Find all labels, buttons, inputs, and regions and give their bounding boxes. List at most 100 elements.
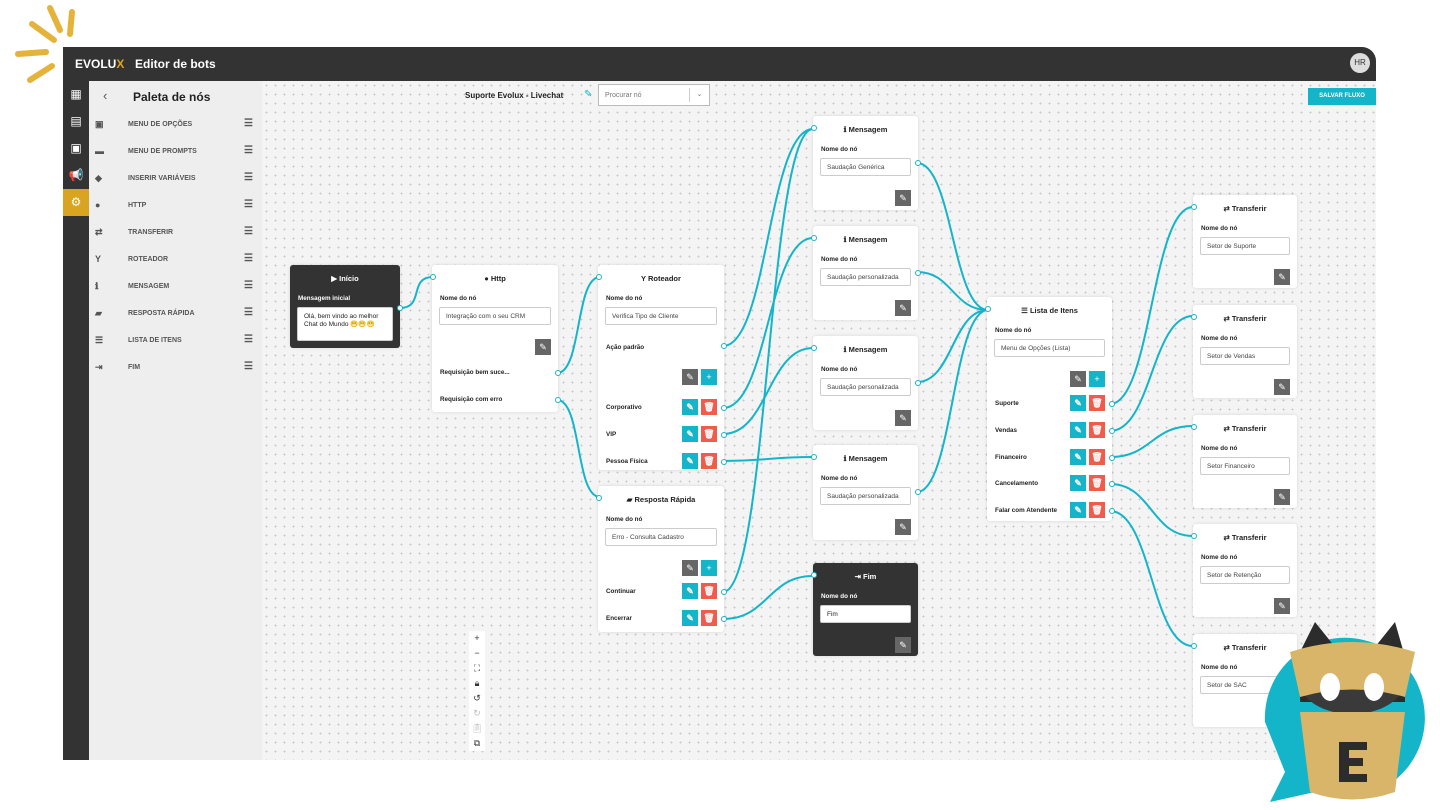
edit-button[interactable]: ✎	[682, 560, 698, 576]
drag-handle-icon[interactable]: ☰	[244, 334, 253, 345]
contacts-icon[interactable]: ▣	[70, 141, 82, 155]
edit-button[interactable]: ✎	[1070, 371, 1086, 387]
delete-option-button[interactable]: 🗑︎	[1089, 421, 1105, 438]
edit-option-button[interactable]: ✎	[1070, 502, 1086, 519]
drag-handle-icon[interactable]: ☰	[244, 226, 253, 237]
connection-port[interactable]	[721, 458, 727, 465]
node-name-input[interactable]: Saudação Genérica	[820, 158, 911, 176]
lock-icon[interactable]: 🔒︎	[474, 678, 480, 688]
node-name-input[interactable]: Setor de Retenção	[1200, 566, 1290, 584]
node-name-input[interactable]: Setor Financeiro	[1200, 457, 1290, 475]
connection-port[interactable]	[430, 274, 436, 280]
node-name-input[interactable]: Integração com o seu CRM	[439, 307, 551, 325]
drag-handle-icon[interactable]: ☰	[244, 361, 253, 372]
add-option-button[interactable]: +	[701, 560, 717, 576]
palette-item[interactable]: ▬ MENU DE PROMPTS ☰	[89, 138, 262, 165]
connection-port[interactable]	[915, 160, 921, 166]
node-t3[interactable]: ⇄ Transferir Nome do nó Setor Financeiro ✎	[1193, 415, 1297, 508]
connection-port[interactable]	[1191, 204, 1197, 210]
node-t4[interactable]: ⇄ Transferir Nome do nó Setor de Retenção ✎	[1193, 524, 1297, 617]
delete-option-button[interactable]: 🗑︎	[701, 425, 717, 442]
edit-option-button[interactable]: ✎	[1070, 448, 1086, 465]
node-t2[interactable]: ⇄ Transferir Nome do nó Setor de Vendas ✎	[1193, 305, 1297, 398]
node-name-input[interactable]: Setor de Vendas	[1200, 347, 1290, 365]
edit-option-button[interactable]: ✎	[682, 425, 698, 442]
edit-button[interactable]: ✎	[895, 637, 911, 653]
edit-flow-name-icon[interactable]: ✎	[584, 89, 593, 100]
undo-icon[interactable]: ↺	[473, 693, 481, 703]
connection-port[interactable]	[1191, 533, 1197, 539]
connection-port[interactable]	[1191, 314, 1197, 320]
connection-port[interactable]	[811, 345, 817, 351]
connection-port[interactable]	[397, 305, 403, 311]
connection-port[interactable]	[555, 397, 561, 403]
edit-option-button[interactable]: ✎	[1070, 395, 1086, 411]
palette-item[interactable]: ◆ INSERIR VARIÁVEIS ☰	[89, 165, 262, 192]
edit-option-button[interactable]: ✎	[682, 583, 698, 599]
connection-port[interactable]	[811, 235, 817, 241]
delete-option-button[interactable]: 🗑︎	[1089, 502, 1105, 519]
connection-port[interactable]	[915, 380, 921, 386]
edit-option-button[interactable]: ✎	[1070, 421, 1086, 438]
add-option-button[interactable]: +	[1089, 371, 1105, 387]
back-icon[interactable]: ‹	[103, 88, 108, 103]
dashboard-icon[interactable]: ▦	[70, 87, 82, 101]
edit-button[interactable]: ✎	[535, 339, 551, 355]
drag-handle-icon[interactable]: ☰	[244, 280, 253, 291]
redo-icon[interactable]: ↻	[473, 708, 481, 718]
edit-option-button[interactable]: ✎	[682, 609, 698, 626]
node-name-input[interactable]: Erro - Consulta Cadastro	[605, 528, 717, 546]
edit-button[interactable]: ✎	[895, 410, 911, 426]
node-name-input[interactable]: Menu de Opções (Lista)	[994, 339, 1105, 357]
connection-port[interactable]	[555, 370, 561, 376]
drag-handle-icon[interactable]: ☰	[244, 307, 253, 318]
node-msg1[interactable]: ℹ Mensagem Nome do nó Saudação Genérica ✎	[813, 116, 918, 210]
connection-port[interactable]	[811, 454, 817, 460]
delete-option-button[interactable]: 🗑︎	[1089, 475, 1105, 492]
delete-option-button[interactable]: 🗑︎	[1089, 448, 1105, 465]
add-option-button[interactable]: +	[701, 369, 717, 385]
palette-item[interactable]: ℹ MENSAGEM ☰	[89, 273, 262, 300]
delete-option-button[interactable]: 🗑︎	[1089, 395, 1105, 411]
edit-button[interactable]: ✎	[895, 519, 911, 535]
node-fim[interactable]: ⇥ Fim Nome do nó Fim ✎	[813, 563, 918, 656]
search-node-select[interactable]: Procurar nó ⌄	[598, 84, 710, 106]
node-name-input[interactable]: Saudação personalizada	[820, 378, 911, 396]
connection-port[interactable]	[721, 589, 727, 595]
drag-handle-icon[interactable]: ☰	[244, 253, 253, 264]
palette-item[interactable]: ▣ MENU DE OPÇÕES ☰	[89, 111, 262, 138]
edit-button[interactable]: ✎	[682, 369, 698, 385]
connection-port[interactable]	[1109, 508, 1115, 515]
palette-item[interactable]: ● HTTP ☰	[89, 192, 262, 219]
node-resposta[interactable]: ▰ Resposta Rápida Nome do nó Erro - Consul…	[598, 486, 724, 632]
delete-option-button[interactable]: 🗑︎	[701, 399, 717, 415]
node-t1[interactable]: ⇄ Transferir Nome do nó Setor de Suporte ✎	[1193, 195, 1297, 288]
node-msg4[interactable]: ℹ Mensagem Nome do nó Saudação personaliza…	[813, 445, 918, 540]
edit-button[interactable]: ✎	[895, 300, 911, 316]
connection-port[interactable]	[721, 431, 727, 438]
campaign-icon[interactable]: 📢	[68, 168, 84, 182]
node-http[interactable]: ● Http Nome do nó Integração com o seu CRM…	[432, 265, 558, 412]
palette-item[interactable]: ⇄ TRANSFERIR ☰	[89, 219, 262, 246]
node-msg3[interactable]: ℹ Mensagem Nome do nó Saudação personaliza…	[813, 336, 918, 430]
connection-port[interactable]	[811, 572, 817, 578]
fit-view-icon[interactable]: ⛶	[473, 663, 481, 673]
palette-item[interactable]: ☰ LISTA DE ITENS ☰	[89, 327, 262, 354]
connection-port[interactable]	[721, 615, 727, 622]
node-name-input[interactable]: Verifica Tipo de Cliente	[605, 307, 717, 325]
zoom-out-icon[interactable]: −	[474, 648, 480, 658]
edit-option-button[interactable]: ✎	[1070, 475, 1086, 492]
connection-port[interactable]	[915, 489, 921, 495]
delete-option-button[interactable]: 🗑︎	[701, 452, 717, 469]
connection-port[interactable]	[915, 270, 921, 276]
node-inicio[interactable]: ▶ Início Mensagem inicial Olá, bem vindo a…	[290, 265, 400, 348]
edit-button[interactable]: ✎	[895, 190, 911, 206]
settings-icon[interactable]: ⚙	[63, 189, 89, 216]
connection-port[interactable]	[1191, 643, 1197, 649]
avatar[interactable]: HR	[1350, 53, 1370, 73]
paste-icon[interactable]: 📋︎	[471, 723, 483, 733]
drag-handle-icon[interactable]: ☰	[244, 172, 253, 183]
palette-item[interactable]: ⇥ FIM ☰	[89, 354, 262, 381]
connection-port[interactable]	[1109, 427, 1115, 434]
node-name-input[interactable]: Fim	[820, 605, 911, 623]
